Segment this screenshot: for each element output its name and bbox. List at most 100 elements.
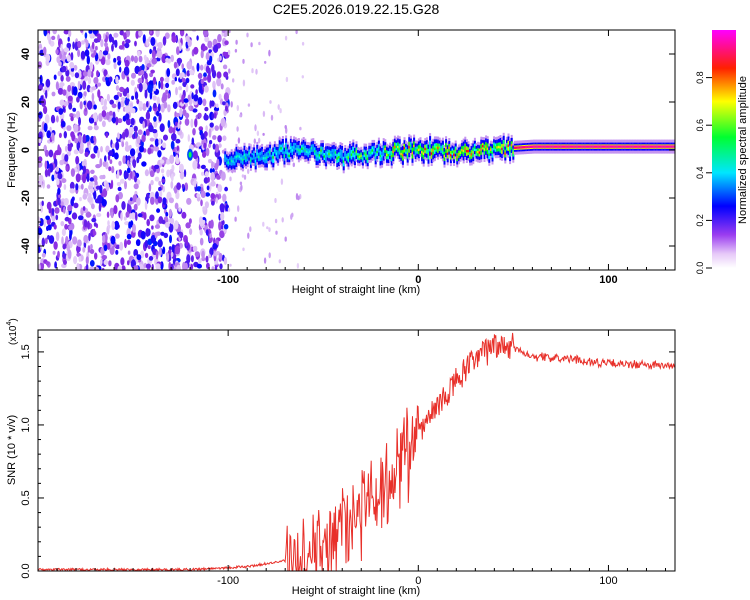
noise-speckle (144, 169, 149, 177)
ridge-core (293, 146, 296, 149)
ridge-core (521, 146, 524, 149)
colorbar-tick-label: 0.8 (695, 71, 705, 84)
noise-speckle (126, 239, 131, 245)
noise-speckle (83, 219, 88, 228)
noise-speckle (103, 69, 108, 77)
ridge-core (472, 151, 475, 154)
snr-ylabel: SNR (10 * v/v) (6, 415, 18, 485)
noise-speckle (263, 257, 267, 264)
ridge-core (627, 145, 630, 148)
colorbar-ticks: 0.0 0.2 0.4 0.6 0.8 (695, 71, 712, 274)
ridge-core (533, 145, 536, 148)
noise-speckle (77, 80, 81, 90)
noise-speckle (125, 30, 131, 38)
ridge-core (592, 145, 595, 148)
noise-speckle (38, 84, 43, 91)
noise-speckle (170, 173, 174, 182)
noise-speckle (78, 255, 82, 262)
ridge-core (513, 146, 516, 149)
multiplier-exponent: 4 (6, 322, 13, 326)
noise-speckle (291, 212, 294, 218)
ridge-core (438, 146, 441, 149)
noise-speckle (292, 162, 295, 168)
noise-speckle (109, 99, 114, 105)
noise-speckle (213, 255, 217, 262)
ridge-core (534, 145, 537, 148)
noise-speckle (301, 75, 304, 79)
colorbar-label: Normalized spectral amplitude (737, 76, 749, 224)
noise-speckle (176, 182, 182, 190)
noise-speckle (111, 143, 115, 149)
ridge-core (525, 145, 528, 149)
noise-speckle (67, 95, 73, 102)
ridge-core (637, 145, 640, 148)
ridge-core (387, 154, 390, 157)
noise-speckle (154, 231, 158, 239)
noise-speckle (204, 85, 209, 93)
noise-speckle (57, 70, 63, 77)
noise-speckle (91, 217, 97, 223)
ridge-core (619, 145, 622, 148)
noise-speckle (141, 64, 145, 71)
ridge-core (600, 145, 603, 148)
noise-speckle (144, 200, 148, 210)
ridge-core (245, 156, 248, 159)
noise-speckle (225, 105, 228, 112)
noise-speckle (66, 209, 69, 217)
noise-speckle (121, 265, 126, 270)
ridge-core (251, 155, 254, 158)
ridge-core (366, 157, 369, 160)
noise-speckle (82, 246, 86, 253)
noise-speckle (223, 224, 229, 230)
ridge-core (515, 146, 518, 149)
noise-speckle (115, 249, 119, 255)
noise-speckle (43, 218, 46, 228)
ridge-core (659, 145, 662, 148)
noise-speckle (182, 261, 186, 270)
noise-speckle (143, 212, 147, 221)
noise-speckle (115, 233, 120, 239)
noise-speckle (162, 197, 167, 205)
noise-speckle (89, 260, 95, 267)
noise-speckle (90, 243, 93, 250)
noise-speckle (212, 89, 217, 98)
noise-speckle (134, 91, 139, 100)
noise-speckle (186, 254, 191, 264)
noise-speckle (295, 30, 298, 35)
noise-speckle (133, 265, 139, 270)
noise-speckle (128, 212, 132, 220)
noise-speckle (219, 55, 222, 61)
noise-speckle (210, 193, 216, 200)
ridge-core (305, 150, 308, 153)
noise-speckle (165, 57, 170, 63)
noise-speckle (48, 208, 52, 214)
noise-speckle (74, 72, 80, 79)
noise-speckle (176, 46, 180, 55)
noise-speckle (163, 101, 168, 109)
ridge-core (633, 145, 636, 148)
colorbar-tick-label: 0.6 (695, 119, 705, 132)
noise-speckle (171, 79, 176, 85)
noise-speckle (124, 145, 131, 152)
noise-speckle (119, 241, 124, 251)
ridge-core (552, 145, 555, 148)
noise-speckle (79, 101, 83, 110)
noise-speckle (168, 208, 172, 218)
ridge-core (646, 145, 649, 148)
noise-speckle (194, 177, 197, 188)
snr-y-tick-label: 1.5 (20, 344, 32, 359)
noise-speckle (223, 256, 228, 265)
noise-speckle (117, 101, 121, 110)
noise-speckle (242, 58, 245, 64)
noise-speckle (82, 80, 87, 90)
noise-speckle (61, 65, 67, 73)
noise-speckle (145, 196, 149, 202)
noise-speckle (146, 63, 152, 68)
noise-speckle (38, 61, 43, 69)
noise-speckle (179, 163, 184, 173)
noise-speckle (144, 252, 149, 258)
noise-speckle (254, 124, 257, 132)
noise-speckle (246, 32, 249, 38)
noise-speckle (100, 39, 104, 48)
noise-speckle (38, 137, 42, 144)
